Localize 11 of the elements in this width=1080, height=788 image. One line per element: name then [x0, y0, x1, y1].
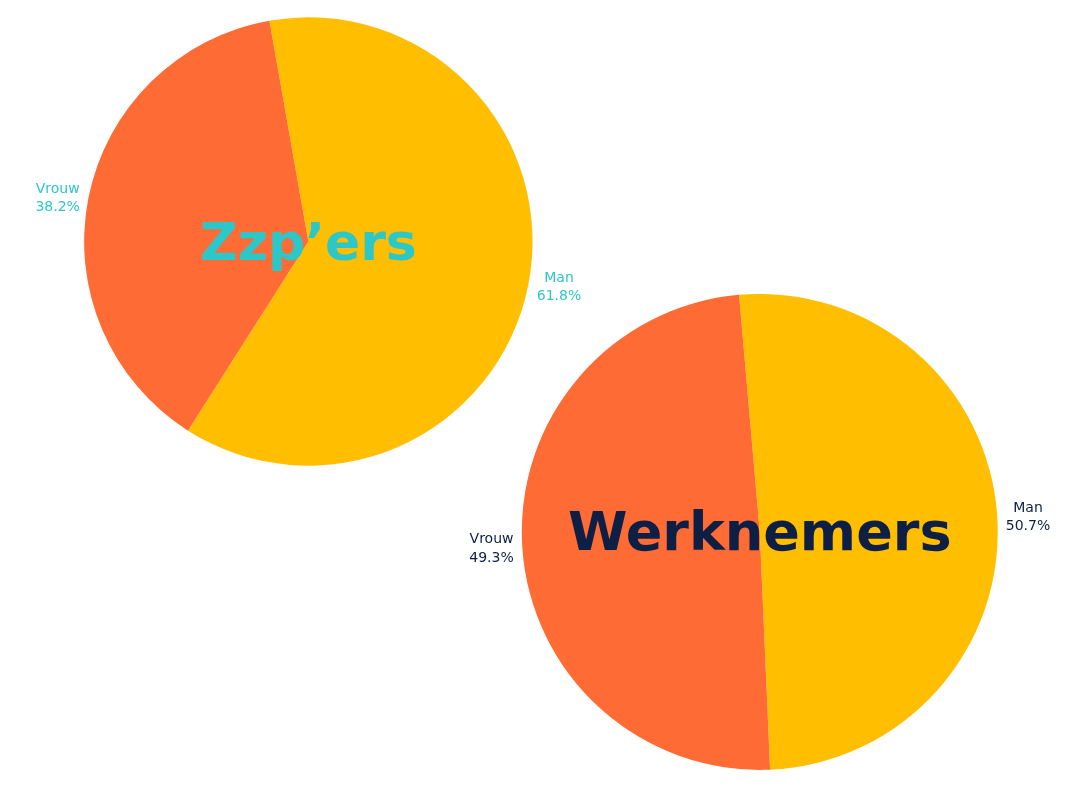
text: Werknemers: [568, 500, 952, 563]
pie-slice: [187, 17, 533, 466]
text: Zzp’ers: [200, 212, 417, 272]
slice-label: Man: [544, 268, 574, 285]
slice-label: Vrouw: [469, 530, 514, 547]
slice-label: Vrouw: [35, 180, 80, 197]
data-label: 61.8%: [536, 286, 582, 303]
data-label: 38.2%: [35, 198, 80, 215]
slice-label: Man: [1013, 499, 1043, 516]
data-label: 50.7%: [1005, 517, 1051, 534]
data-label: 49.3%: [469, 548, 514, 565]
